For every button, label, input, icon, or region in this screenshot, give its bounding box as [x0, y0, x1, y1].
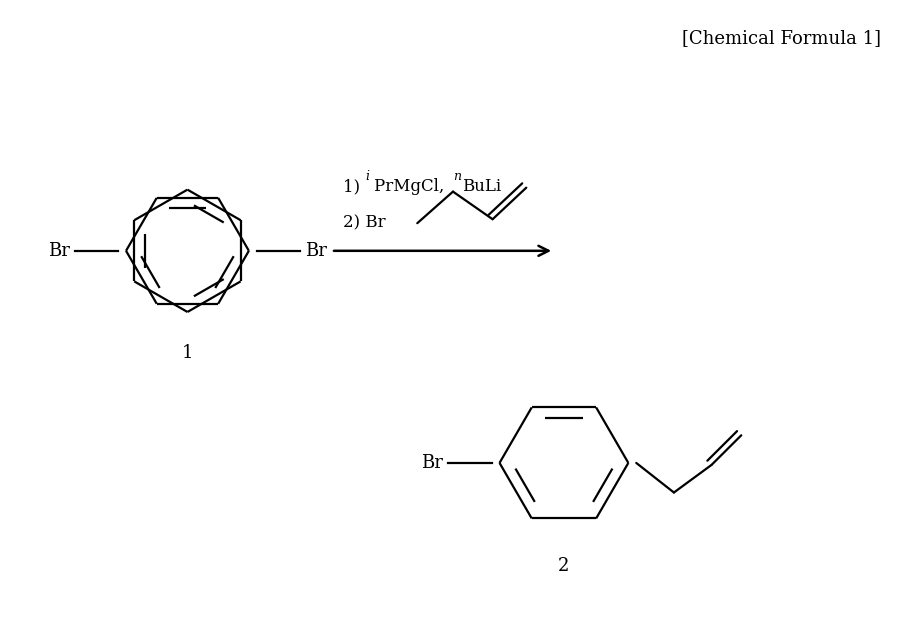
Text: Br: Br: [48, 242, 69, 260]
Text: PrMgCl,: PrMgCl,: [374, 178, 449, 195]
Text: [Chemical Formula 1]: [Chemical Formula 1]: [682, 29, 881, 47]
Text: Br: Br: [421, 454, 443, 472]
Text: 1): 1): [343, 178, 365, 195]
Text: 2: 2: [558, 557, 570, 575]
Text: i: i: [365, 170, 370, 184]
Text: 1: 1: [182, 343, 194, 361]
Text: n: n: [453, 170, 461, 184]
Text: 2) Br: 2) Br: [343, 215, 385, 232]
Text: Br: Br: [305, 242, 328, 260]
Text: BuLi: BuLi: [462, 178, 501, 195]
